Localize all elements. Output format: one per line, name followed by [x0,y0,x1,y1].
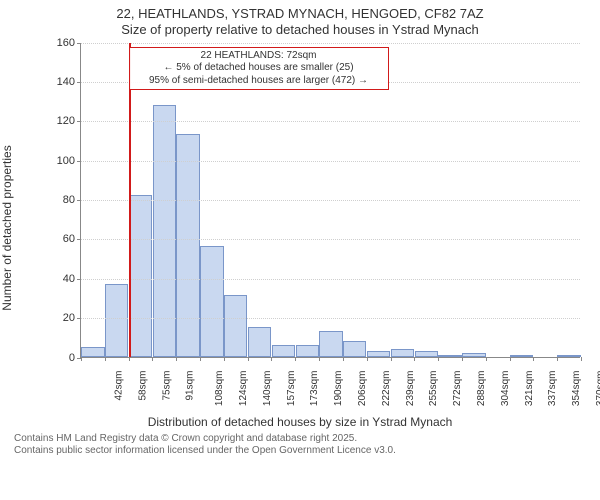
x-tick-label: 321sqm [524,370,535,406]
x-tick-label: 304sqm [500,370,511,406]
x-tick-label: 157sqm [286,370,297,406]
x-tick-label: 272sqm [452,370,463,406]
x-tick-mark [295,357,296,361]
x-tick-label: 75sqm [161,370,172,400]
x-tick-mark [248,357,249,361]
x-tick-label: 255sqm [429,370,440,406]
x-tick-label: 42sqm [113,370,124,400]
x-tick-mark [438,357,439,361]
bar [200,246,223,356]
x-tick-label: 370sqm [595,370,600,406]
bar [415,351,438,357]
bar [81,347,104,357]
x-tick-label: 239sqm [405,370,416,406]
x-tick-mark [129,357,130,361]
x-axis-label: Distribution of detached houses by size … [0,415,600,429]
bar [510,355,533,357]
bar [105,284,128,357]
x-tick-label: 58sqm [137,370,148,400]
x-tick-label: 190sqm [333,370,344,406]
bar [224,295,247,356]
x-tick-label: 354sqm [571,370,582,406]
x-tick-mark [224,357,225,361]
bar [176,134,199,356]
grid-line [81,200,580,201]
x-tick-label: 173sqm [309,370,320,406]
x-tick-label: 108sqm [214,370,225,406]
bar [557,355,580,357]
x-tick-label: 124sqm [238,370,249,406]
y-tick-label: 0 [69,352,81,364]
y-tick-label: 100 [57,155,81,167]
x-tick-mark [581,357,582,361]
bar [296,345,319,357]
callout-line: 22 HEATHLANDS: 72sqm [134,50,384,63]
x-tick-mark [367,357,368,361]
x-tick-mark [510,357,511,361]
x-tick-mark [533,357,534,361]
callout-line: ← 5% of detached houses are smaller (25) [134,62,384,75]
x-tick-mark [414,357,415,361]
x-tick-mark [557,357,558,361]
callout-box: 22 HEATHLANDS: 72sqm← 5% of detached hou… [129,47,389,91]
x-tick-mark [200,357,201,361]
x-tick-label: 206sqm [357,370,368,406]
grid-line [81,279,580,280]
bar [319,331,342,357]
x-tick-mark [343,357,344,361]
bar [129,195,152,356]
x-tick-label: 337sqm [548,370,559,406]
x-tick-mark [152,357,153,361]
chart: Number of detached properties 0204060801… [55,43,580,413]
y-tick-label: 140 [57,76,81,88]
title-main: 22, HEATHLANDS, YSTRAD MYNACH, HENGOED, … [0,6,600,22]
footer-line-2: Contains public sector information licen… [14,445,600,458]
x-tick-mark [105,357,106,361]
bar [391,349,414,357]
grid-line [81,318,580,319]
x-tick-mark [176,357,177,361]
bar [367,351,390,357]
callout-line: 95% of semi-detached houses are larger (… [134,75,384,88]
x-tick-mark [462,357,463,361]
bar [438,355,461,357]
x-tick-mark [391,357,392,361]
grid-line [81,239,580,240]
title-sub: Size of property relative to detached ho… [0,22,600,38]
x-tick-mark [271,357,272,361]
title-block: 22, HEATHLANDS, YSTRAD MYNACH, HENGOED, … [0,0,600,39]
bar [248,327,271,357]
y-tick-label: 160 [57,37,81,49]
y-axis-label: Number of detached properties [0,145,14,310]
grid-line [81,161,580,162]
y-tick-label: 120 [57,115,81,127]
x-tick-label: 222sqm [381,370,392,406]
x-tick-mark [81,357,82,361]
footer-line-1: Contains HM Land Registry data © Crown c… [14,433,600,446]
bar [272,345,295,357]
x-tick-label: 140sqm [262,370,273,406]
x-tick-label: 288sqm [476,370,487,406]
grid-line [81,43,580,44]
y-tick-label: 80 [63,194,81,206]
x-tick-mark [319,357,320,361]
x-tick-mark [486,357,487,361]
grid-line [81,121,580,122]
plot-area: 02040608010012014016042sqm58sqm75sqm91sq… [80,43,580,358]
bar [343,341,366,357]
x-tick-label: 91sqm [185,370,196,400]
footer: Contains HM Land Registry data © Crown c… [0,429,600,458]
bar [462,353,485,357]
y-tick-label: 40 [63,273,81,285]
y-tick-label: 20 [63,312,81,324]
y-tick-label: 60 [63,233,81,245]
